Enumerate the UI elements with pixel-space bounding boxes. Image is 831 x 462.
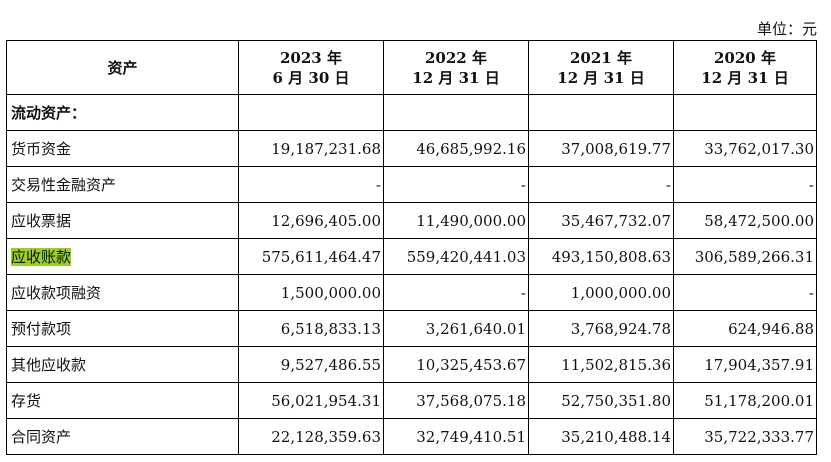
value-cell: 1,000,000.00 xyxy=(528,274,674,311)
value-cell: 32,749,410.51 xyxy=(383,418,529,455)
row-label: 货币资金 xyxy=(11,140,72,158)
value-cell: 559,420,441.03 xyxy=(383,238,529,275)
value-cell: 12,696,405.00 xyxy=(238,202,384,239)
row-label: 应收账款 xyxy=(11,248,72,266)
value-cell: 3,768,924.78 xyxy=(528,310,674,347)
header-period-2022: 2022 年 12 月 31 日 xyxy=(383,40,529,95)
value-cell: - xyxy=(528,166,674,203)
row-label: 其他应收款 xyxy=(11,356,87,374)
value-cell: 6,518,833.13 xyxy=(238,310,384,347)
unit-label: 单位：元 xyxy=(756,20,817,38)
table-row: 应收票据 12,696,405.00 11,490,000.00 35,467,732… xyxy=(6,202,817,239)
value-cell: 306,589,266.31 xyxy=(673,238,817,275)
row-label-cell: 应收款项融资 xyxy=(6,274,239,311)
row-label-cell: 货币资金 xyxy=(6,130,239,167)
row-label-cell: 存货 xyxy=(6,382,239,419)
row-label: 应收款项融资 xyxy=(11,284,102,302)
row-label-cell: 其他应收款 xyxy=(6,346,239,383)
value-cell: 37,008,619.77 xyxy=(528,130,674,167)
row-label: 存货 xyxy=(11,392,42,410)
row-label-cell: 预付款项 xyxy=(6,310,239,347)
header-date: 12 月 31 日 xyxy=(701,68,789,87)
value-cell: 9,527,486.55 xyxy=(238,346,384,383)
value-cell: 3,261,640.01 xyxy=(383,310,529,347)
header-period-2021: 2021 年 12 月 31 日 xyxy=(528,40,674,95)
header-date: 12 月 31 日 xyxy=(557,68,645,87)
value-cell: 575,611,464.47 xyxy=(238,238,384,275)
header-date: 6 月 30 日 xyxy=(272,68,350,87)
row-label-cell: 应收账款 xyxy=(6,238,239,275)
value-cell: - xyxy=(238,166,384,203)
header-row: 资产 2023 年 6 月 30 日 2022 年 12 月 31 日 2021… xyxy=(6,40,817,95)
value-cell: 624,946.88 xyxy=(673,310,817,347)
value-cell: 35,210,488.14 xyxy=(528,418,674,455)
table-row: 货币资金 19,187,231.68 46,685,992.16 37,008,619… xyxy=(6,130,817,167)
value-cell: 56,021,954.31 xyxy=(238,382,384,419)
value-cell: 58,472,500.00 xyxy=(673,202,817,239)
row-label: 应收票据 xyxy=(11,212,72,230)
table-row: 应收账款 575,611,464.47 559,420,441.03 493,150,… xyxy=(6,238,817,275)
section-row: 流动资产： xyxy=(6,94,817,131)
section-title: 流动资产： xyxy=(6,94,239,131)
balance-sheet-table: 资产 2023 年 6 月 30 日 2022 年 12 月 31 日 2021… xyxy=(6,40,817,455)
value-cell: - xyxy=(383,166,529,203)
value-cell: 37,568,075.18 xyxy=(383,382,529,419)
header-period-2020: 2020 年 12 月 31 日 xyxy=(673,40,817,95)
value-cell: - xyxy=(673,166,817,203)
table-row: 其他应收款 9,527,486.55 10,325,453.67 11,502,815… xyxy=(6,346,817,383)
row-label-cell: 合同资产 xyxy=(6,418,239,455)
value-cell: 11,502,815.36 xyxy=(528,346,674,383)
value-cell: 52,750,351.80 xyxy=(528,382,674,419)
value-cell: 10,325,453.67 xyxy=(383,346,529,383)
value-cell: 35,722,333.77 xyxy=(673,418,817,455)
value-cell: 33,762,017.30 xyxy=(673,130,817,167)
row-label: 预付款项 xyxy=(11,320,72,338)
row-label-cell: 应收票据 xyxy=(6,202,239,239)
empty-cell xyxy=(383,94,529,131)
table-row: 应收款项融资 1,500,000.00-1,000,000.00- xyxy=(6,274,817,311)
header-year: 2020 年 xyxy=(714,48,776,67)
value-cell: 19,187,231.68 xyxy=(238,130,384,167)
row-label: 交易性金融资产 xyxy=(11,176,117,194)
table-row: 交易性金融资产 - - - - xyxy=(6,166,817,203)
value-cell: 22,128,359.63 xyxy=(238,418,384,455)
header-year: 2021 年 xyxy=(570,48,632,67)
value-cell: 51,178,200.01 xyxy=(673,382,817,419)
header-asset: 资产 xyxy=(6,40,239,95)
table-row: 预付款项 6,518,833.13 3,261,640.01 3,768,924.78… xyxy=(6,310,817,347)
table-row: 存货 56,021,954.31 37,568,075.18 52,750,351.8… xyxy=(6,382,817,419)
empty-cell xyxy=(528,94,674,131)
value-cell: 1,500,000.00 xyxy=(238,274,384,311)
value-cell: 35,467,732.07 xyxy=(528,202,674,239)
header-year: 2022 年 xyxy=(425,48,487,67)
value-cell: 17,904,357.91 xyxy=(673,346,817,383)
table-row: 合同资产 22,128,359.63 32,749,410.51 35,210,488… xyxy=(6,418,817,455)
row-label-cell: 交易性金融资产 xyxy=(6,166,239,203)
header-year: 2023 年 xyxy=(280,48,342,67)
empty-cell xyxy=(673,94,817,131)
value-cell: 493,150,808.63 xyxy=(528,238,674,275)
value-cell: 11,490,000.00 xyxy=(383,202,529,239)
header-period-2023: 2023 年 6 月 30 日 xyxy=(238,40,384,95)
value-cell: 46,685,992.16 xyxy=(383,130,529,167)
value-cell: - xyxy=(383,274,529,311)
value-cell: - xyxy=(673,274,817,311)
empty-cell xyxy=(238,94,384,131)
row-label: 合同资产 xyxy=(11,428,72,446)
header-date: 12 月 31 日 xyxy=(412,68,500,87)
